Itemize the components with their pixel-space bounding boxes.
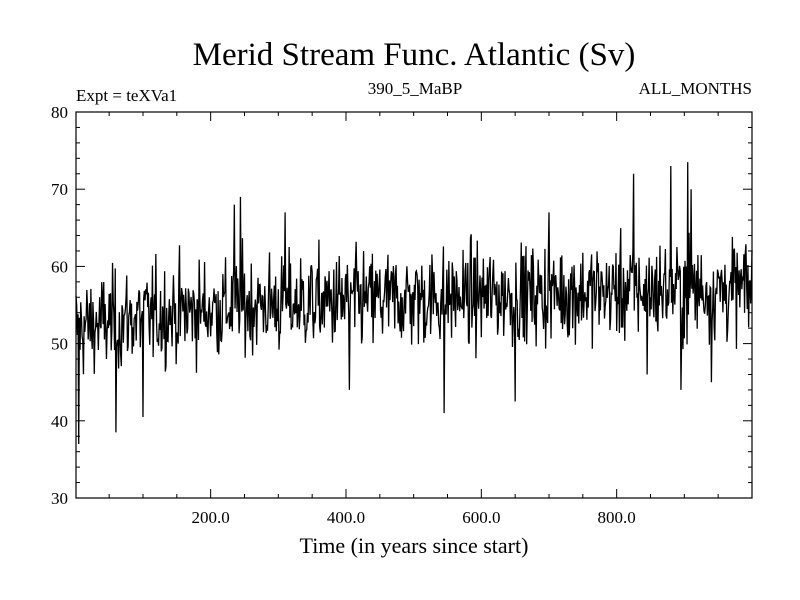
subtitle-center: 390_5_MaBP [368,79,462,98]
y-tick-label: 70 [51,180,68,199]
plot-frame [75,111,753,499]
series-line [75,162,753,444]
x-tick-label: 600.0 [462,508,500,527]
y-tick-label: 30 [51,489,68,508]
x-tick-label: 800.0 [598,508,636,527]
chart-title: Merid Stream Func. Atlantic (Sv) [193,37,636,73]
plot-marks: 30 40 50 60 70 80 200.0 400.0 600.0 800.0 [51,103,753,527]
y-tick-label: 40 [51,412,68,431]
subtitle-right: ALL_MONTHS [639,79,752,98]
subtitle-left: Expt = teXVa1 [76,86,177,105]
x-tick-label: 200.0 [192,508,230,527]
x-tick-label: 400.0 [327,508,365,527]
x-axis-label: Time (in years since start) [300,533,529,558]
y-tick-label: 80 [51,103,68,122]
y-tick-label: 50 [51,335,68,354]
y-tick-label: 60 [51,257,68,276]
